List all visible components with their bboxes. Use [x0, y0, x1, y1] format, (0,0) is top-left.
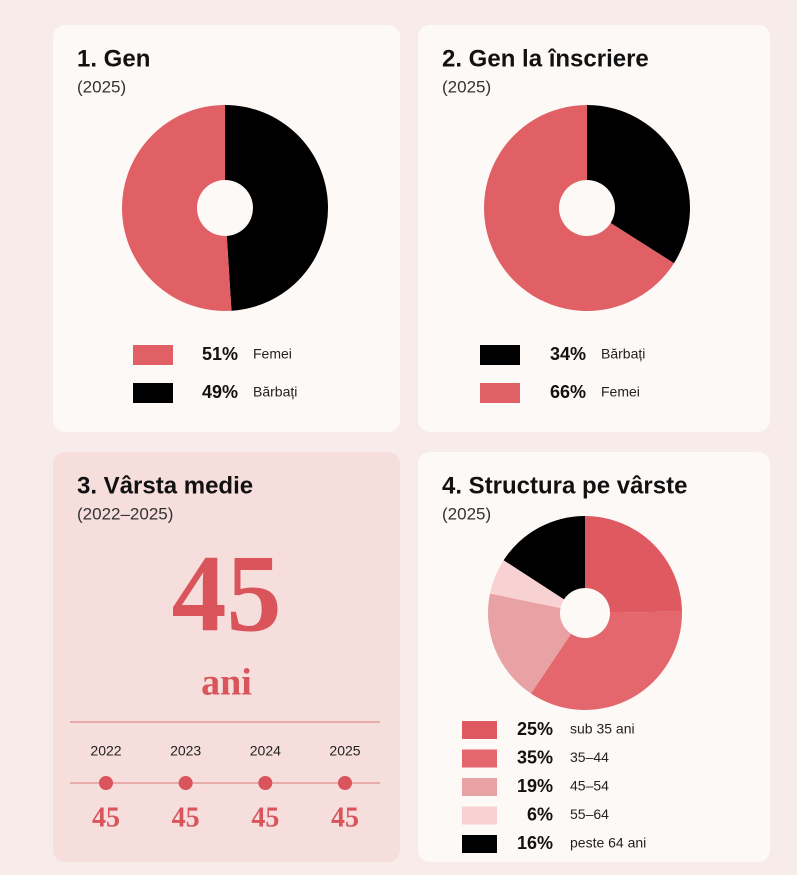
- year-value: 45: [172, 802, 200, 833]
- year-value: 45: [92, 802, 120, 833]
- pie-slice: [487, 593, 572, 694]
- legend-value: 49%: [202, 382, 238, 402]
- legend-swatch: [462, 835, 497, 853]
- legend-label: 45–54: [570, 778, 609, 794]
- legend-value: 19%: [517, 776, 553, 796]
- year-label: 2022: [90, 743, 121, 759]
- legend-swatch: [480, 383, 520, 403]
- legend-swatch: [133, 383, 173, 403]
- panel: [53, 25, 400, 432]
- pie-slice: [587, 105, 690, 264]
- legend-value: 25%: [517, 719, 553, 739]
- panel-title: 2. Gen la înscriere: [442, 45, 649, 72]
- legend-label: Femei: [601, 384, 640, 400]
- pie-slice: [530, 611, 682, 710]
- big-value: 45: [172, 532, 282, 654]
- pie-slice: [503, 516, 585, 600]
- year-value: 45: [331, 802, 359, 833]
- legend-value: 16%: [517, 833, 553, 853]
- panel-subtitle: (2022–2025): [77, 504, 173, 523]
- panel-subtitle: (2025): [442, 504, 491, 523]
- legend-label: Bărbați: [253, 384, 297, 400]
- legend-label: sub 35 ani: [570, 721, 635, 737]
- panel-subtitle: (2025): [77, 77, 126, 96]
- year-label: 2023: [170, 743, 201, 759]
- panel-subtitle: (2025): [442, 77, 491, 96]
- legend-label: peste 64 ani: [570, 835, 646, 851]
- pie-slice: [483, 105, 674, 311]
- legend-swatch: [462, 749, 497, 768]
- panel-title: 1. Gen: [77, 45, 150, 72]
- legend-value: 34%: [550, 344, 586, 364]
- timeline-dot: [258, 776, 273, 790]
- panel-title: 4. Structura pe vârste: [442, 472, 687, 499]
- legend-label: Bărbați: [601, 346, 645, 362]
- legend-swatch: [462, 778, 497, 796]
- panel: [418, 25, 770, 432]
- timeline-dot: [338, 776, 352, 790]
- pie-slice: [121, 105, 232, 311]
- timeline-dot: [178, 776, 193, 790]
- year-label: 2024: [250, 743, 281, 759]
- pie-slice: [225, 105, 328, 311]
- year-value: 45: [251, 802, 279, 833]
- legend-value: 51%: [202, 344, 238, 364]
- pie-slice: [489, 560, 565, 608]
- big-unit: ani: [201, 662, 252, 704]
- pie-slice: [585, 516, 682, 613]
- legend-value: 66%: [550, 382, 586, 402]
- legend-value: 35%: [517, 747, 553, 767]
- legend-label: Femei: [253, 346, 292, 362]
- legend-swatch: [462, 806, 497, 825]
- legend-swatch: [480, 345, 520, 365]
- legend-value: 6%: [527, 804, 553, 824]
- panel: [53, 452, 400, 862]
- legend-swatch: [133, 345, 173, 365]
- panel-title: 3. Vârsta medie: [77, 472, 253, 499]
- timeline-dot: [99, 776, 113, 790]
- year-label: 2025: [329, 743, 360, 759]
- legend-label: 55–64: [570, 806, 609, 822]
- legend-swatch: [462, 721, 497, 739]
- legend-label: 35–44: [570, 749, 609, 765]
